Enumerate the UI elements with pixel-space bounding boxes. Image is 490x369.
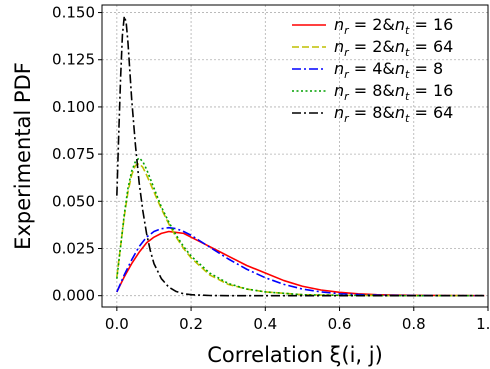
- grid-lines: [102, 5, 489, 307]
- y-tick-label: 0.000: [52, 287, 95, 305]
- x-tick-label: 1.0: [476, 315, 490, 333]
- y-tick-label: 0.050: [52, 192, 95, 210]
- y-axis-label: Experimental PDF: [11, 62, 35, 250]
- series-line-2: [116, 162, 485, 297]
- y-tick-label: 0.100: [52, 98, 95, 116]
- y-tick-label: 0.125: [52, 51, 95, 69]
- legend-entry-5: nr = 8&nt = 64: [292, 103, 453, 125]
- y-tick-label: 0.150: [52, 4, 95, 22]
- legend-entry-2: nr = 2&nt = 64: [292, 37, 453, 59]
- x-tick-label: 0.6: [328, 315, 352, 333]
- series-lines: [116, 15, 485, 297]
- legend-label: nr = 2&nt = 16: [334, 15, 453, 37]
- y-axis-ticks: 0.000 0.025 0.050 0.075 0.100 0.125 0.150: [52, 4, 102, 305]
- legend-entry-4: nr = 8&nt = 16: [292, 81, 453, 103]
- x-tick-label: 0.4: [253, 315, 277, 333]
- x-axis-ticks: 0.0 0.2 0.4 0.6 0.8 1.0: [105, 307, 490, 333]
- x-tick-label: 0.2: [179, 315, 203, 333]
- series-line-4: [116, 157, 485, 297]
- legend-label: nr = 2&nt = 64: [334, 37, 453, 59]
- x-axis-label: Correlation ξ(i, j): [207, 343, 383, 367]
- x-tick-label: 0.0: [105, 315, 129, 333]
- x-tick-label: 0.8: [402, 315, 426, 333]
- legend-entry-1: nr = 2&nt = 16: [292, 15, 453, 37]
- legend-label: nr = 8&nt = 16: [334, 81, 453, 103]
- y-tick-label: 0.025: [52, 239, 95, 257]
- series-line-3: [116, 226, 485, 297]
- legend-label: nr = 8&nt = 64: [334, 103, 453, 125]
- legend-label: nr = 4&nt = 8: [334, 59, 443, 81]
- plot-frame: [101, 4, 489, 308]
- legend-entry-3: nr = 4&nt = 8: [292, 59, 443, 81]
- series-line-5: [116, 15, 485, 297]
- y-tick-label: 0.075: [52, 145, 95, 163]
